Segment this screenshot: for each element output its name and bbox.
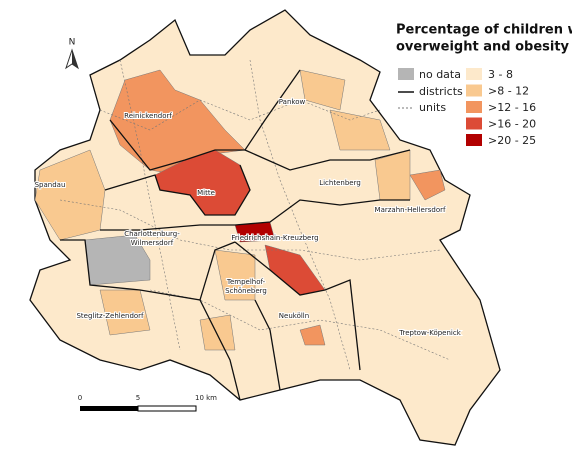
legend-swatch bbox=[466, 101, 482, 113]
legend-label: >8 - 12 bbox=[488, 85, 529, 98]
district-borders bbox=[60, 69, 411, 401]
scale-bar: 0 5 10 km bbox=[78, 394, 217, 412]
legend-label: 3 - 8 bbox=[488, 68, 513, 81]
district-label: Spandau bbox=[35, 181, 66, 189]
district-label: Lichtenberg bbox=[319, 179, 361, 187]
scale-label: 0 bbox=[78, 394, 82, 402]
legend-label: no data bbox=[419, 68, 461, 81]
legend-swatch bbox=[398, 68, 414, 80]
district-labels: Reinickendorf Pankow Spandau Mitte Lichtenbe… bbox=[34, 97, 463, 338]
district-label: Neukölln bbox=[279, 312, 309, 320]
legend-swatch bbox=[466, 117, 482, 130]
legend: no data districts units 3 - 8 >8 - 12 >12 - 1… bbox=[398, 68, 536, 147]
district-label: Treptow-Köpenick bbox=[398, 329, 462, 337]
district-label: Marzahn-Hellersdorf bbox=[375, 206, 446, 214]
district-label: Steglitz-Zehlendorf bbox=[76, 312, 144, 320]
north-label: N bbox=[69, 38, 76, 48]
legend-label: >16 - 20 bbox=[488, 118, 536, 131]
title-line: overweight and obesity bbox=[396, 40, 570, 55]
scale-label: 10 km bbox=[195, 394, 217, 402]
legend-label: units bbox=[419, 101, 446, 114]
units bbox=[34, 69, 446, 351]
north-arrow: N bbox=[65, 38, 79, 70]
legend-label: >12 - 16 bbox=[488, 101, 536, 114]
district-label: Pankow bbox=[279, 98, 306, 106]
district-label: Charlottenburg- bbox=[124, 230, 180, 238]
title-line: Percentage of children with bbox=[396, 23, 572, 38]
district-label: Schöneberg bbox=[225, 287, 267, 295]
legend-swatch bbox=[466, 84, 482, 97]
unit-borders bbox=[59, 59, 451, 371]
legend-label: >20 - 25 bbox=[488, 134, 536, 147]
district-label: Reinickendorf bbox=[124, 112, 172, 120]
district-label: Mitte bbox=[197, 189, 215, 197]
legend-label: districts bbox=[419, 85, 463, 98]
legend-swatch bbox=[466, 68, 482, 80]
district-label: Tempelhof- bbox=[226, 278, 266, 286]
district-label: Wilmersdorf bbox=[131, 239, 174, 247]
district-label: Friedrichshain-Kreuzberg bbox=[231, 234, 318, 242]
scale-label: 5 bbox=[136, 394, 140, 402]
legend-swatch bbox=[466, 134, 482, 146]
